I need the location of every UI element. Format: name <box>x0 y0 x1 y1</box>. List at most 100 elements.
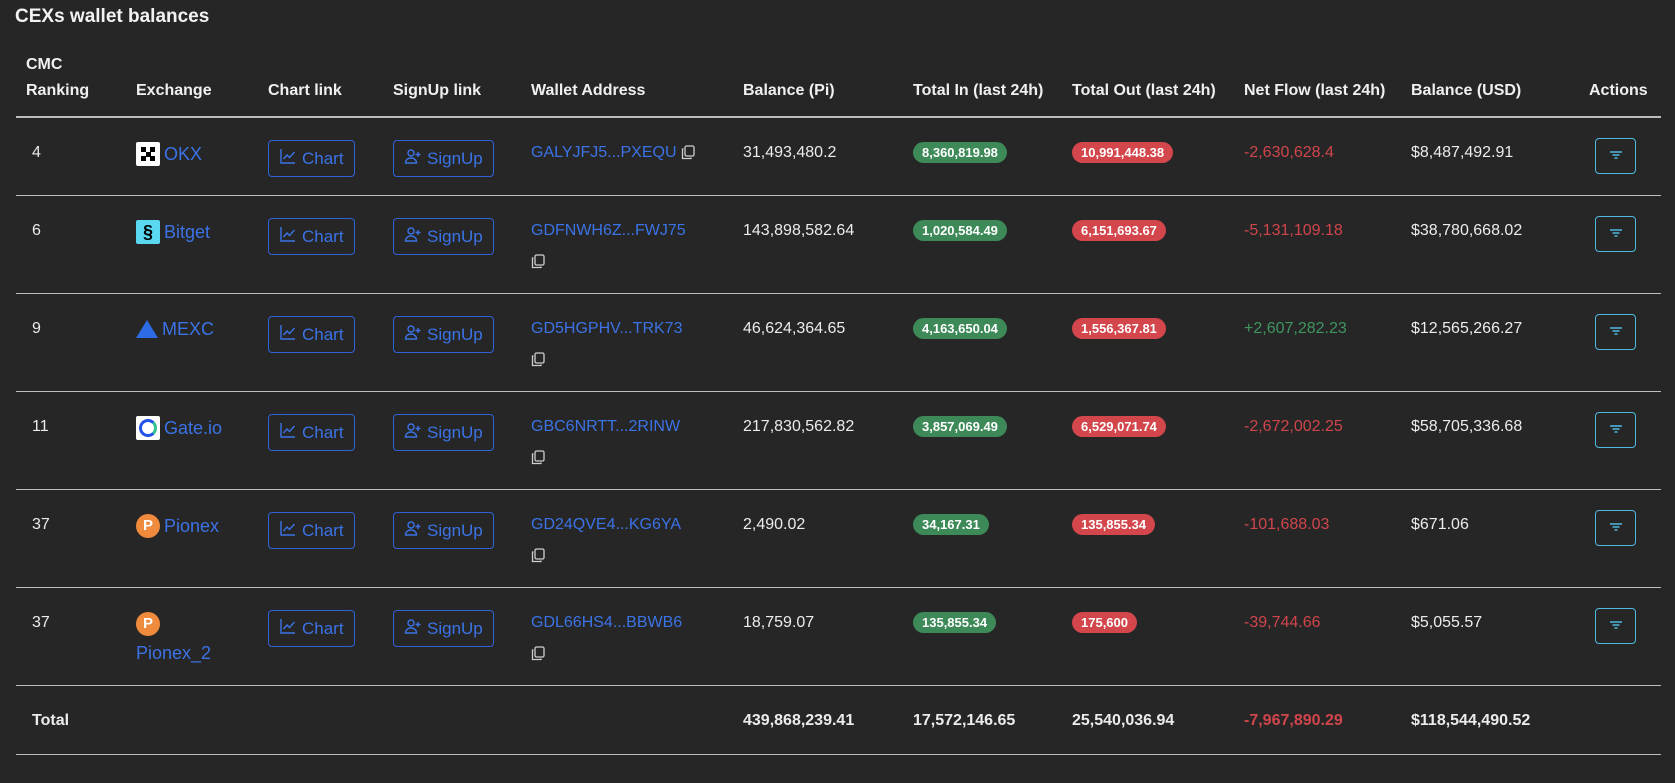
balance-pi: 18,759.07 <box>743 614 815 631</box>
wallet-address-cell: GDFNWH6Z...FWJ75 <box>521 196 733 294</box>
exchange-link[interactable]: § Bitget <box>136 220 250 244</box>
chart-label: Chart <box>302 148 344 168</box>
total-out-badge: 135,855.34 <box>1072 514 1156 535</box>
user-plus-icon <box>404 225 422 249</box>
total-out-cell: 6,529,071.74 <box>1062 392 1234 490</box>
wallet-address-link[interactable]: GD5HGPHV...TRK73 <box>531 320 683 337</box>
exchange-link[interactable]: OKX <box>136 142 250 166</box>
copy-icon[interactable] <box>681 145 695 160</box>
filter-action-button[interactable] <box>1595 138 1636 174</box>
total-balance: 439,868,239.41 <box>743 712 855 729</box>
signup-label: SignUp <box>427 520 483 540</box>
exchange-link[interactable]: P Pionex <box>136 514 250 538</box>
signup-button[interactable]: SignUp <box>393 414 494 451</box>
wallet-address-link[interactable]: GD24QVE4...KG6YA <box>531 516 681 533</box>
wallet-address-link[interactable]: GDFNWH6Z...FWJ75 <box>531 222 686 239</box>
filter-icon <box>1609 325 1623 340</box>
total-out-cell: 175,600 <box>1062 588 1234 686</box>
exchange-cell: § Bitget <box>126 196 258 294</box>
filter-action-button[interactable] <box>1595 608 1636 644</box>
balance-usd: $8,487,492.91 <box>1411 144 1514 161</box>
bitget-logo-icon: § <box>136 220 160 244</box>
copy-icon[interactable] <box>531 450 545 465</box>
cmc-rank: 9 <box>32 320 41 337</box>
wallet-address-cell: GD5HGPHV...TRK73 <box>521 294 733 392</box>
actions-cell <box>1579 490 1661 588</box>
total-in-badge: 1,020,584.49 <box>913 220 1007 241</box>
signup-button[interactable]: SignUp <box>393 140 494 177</box>
signup-link-cell: SignUp <box>383 392 521 490</box>
total-actions-empty <box>1579 686 1661 755</box>
net-flow: +2,607,282.23 <box>1244 320 1347 337</box>
copy-icon[interactable] <box>531 352 545 367</box>
net-flow: -39,744.66 <box>1244 614 1321 631</box>
wallet-address-link[interactable]: GBC6NRTT...2RINW <box>531 418 681 435</box>
col-total-in: Total In (last 24h) <box>913 82 1044 99</box>
balance-pi: 2,490.02 <box>743 516 806 533</box>
signup-button[interactable]: SignUp <box>393 512 494 549</box>
total-label: Total <box>32 712 70 729</box>
copy-icon[interactable] <box>531 548 545 563</box>
filter-action-button[interactable] <box>1595 314 1636 350</box>
exchange-cell: OKX <box>126 117 258 196</box>
line-chart-icon <box>279 519 297 543</box>
chart-button[interactable]: Chart <box>268 218 355 255</box>
signup-link-cell: SignUp <box>383 294 521 392</box>
exchange-link[interactable]: P Pionex_2 <box>136 612 250 664</box>
wallet-address-link[interactable]: GDL66HS4...BBWB6 <box>531 614 683 631</box>
table-row: 37 P Pionex Chart SignUp GD24QVE4...KG6YA 2,49… <box>16 490 1661 588</box>
signup-label: SignUp <box>427 324 483 344</box>
total-out-cell: 10,991,448.38 <box>1062 117 1234 196</box>
signup-button[interactable]: SignUp <box>393 610 494 647</box>
exchange-link[interactable]: MEXC <box>136 318 250 340</box>
signup-button[interactable]: SignUp <box>393 218 494 255</box>
total-in: 17,572,146.65 <box>913 712 1016 729</box>
exchange-name: Pionex <box>164 516 220 536</box>
copy-icon[interactable] <box>531 254 545 269</box>
wallet-address-cell: GDL66HS4...BBWB6 <box>521 588 733 686</box>
exchange-link[interactable]: Gate.io <box>136 416 250 440</box>
filter-action-button[interactable] <box>1595 510 1636 546</box>
exchange-name: Pionex_2 <box>136 643 212 663</box>
chart-button[interactable]: Chart <box>268 140 355 177</box>
chart-link-cell: Chart <box>258 588 383 686</box>
cex-balances-table: CMC Ranking Exchange Chart link SignUp l… <box>16 52 1661 755</box>
balance-pi: 31,493,480.2 <box>743 144 837 161</box>
filter-action-button[interactable] <box>1595 216 1636 252</box>
chart-label: Chart <box>302 324 344 344</box>
chart-link-cell: Chart <box>258 490 383 588</box>
net-flow: -2,672,002.25 <box>1244 418 1343 435</box>
actions-cell <box>1579 117 1661 196</box>
filter-icon <box>1609 521 1623 536</box>
user-plus-icon <box>404 617 422 641</box>
mexc-logo-icon <box>136 320 158 338</box>
total-row: Total 439,868,239.41 17,572,146.65 25,54… <box>16 686 1661 755</box>
total-out: 25,540,036.94 <box>1072 712 1175 729</box>
copy-icon[interactable] <box>531 646 545 661</box>
table-row: 9 MEXC Chart SignUp GD5HGPHV...TRK73 46,624,3… <box>16 294 1661 392</box>
signup-button[interactable]: SignUp <box>393 316 494 353</box>
exchange-name: MEXC <box>162 319 215 339</box>
signup-link-cell: SignUp <box>383 117 521 196</box>
chart-button[interactable]: Chart <box>268 414 355 451</box>
gate-logo-icon <box>136 416 160 440</box>
chart-button[interactable]: Chart <box>268 610 355 647</box>
table-row: 6 § Bitget Chart SignUp GDFNWH6Z...FWJ75 143,8… <box>16 196 1661 294</box>
line-chart-icon <box>279 323 297 347</box>
wallet-address-cell: GALYJFJ5...PXEQU <box>521 117 733 196</box>
exchange-cell: MEXC <box>126 294 258 392</box>
cmc-rank: 4 <box>32 144 41 161</box>
wallet-address-link[interactable]: GALYJFJ5...PXEQU <box>531 144 677 161</box>
actions-cell <box>1579 294 1661 392</box>
actions-cell <box>1579 392 1661 490</box>
exchange-name: Bitget <box>164 222 211 242</box>
filter-action-button[interactable] <box>1595 412 1636 448</box>
chart-button[interactable]: Chart <box>268 316 355 353</box>
chart-button[interactable]: Chart <box>268 512 355 549</box>
total-in-badge: 3,857,069.49 <box>913 416 1007 437</box>
total-in-badge: 135,855.34 <box>913 612 997 633</box>
pionex-logo-icon: P <box>136 612 160 636</box>
total-out-cell: 6,151,693.67 <box>1062 196 1234 294</box>
total-in-cell: 34,167.31 <box>903 490 1062 588</box>
total-out-badge: 1,556,367.81 <box>1072 318 1166 339</box>
